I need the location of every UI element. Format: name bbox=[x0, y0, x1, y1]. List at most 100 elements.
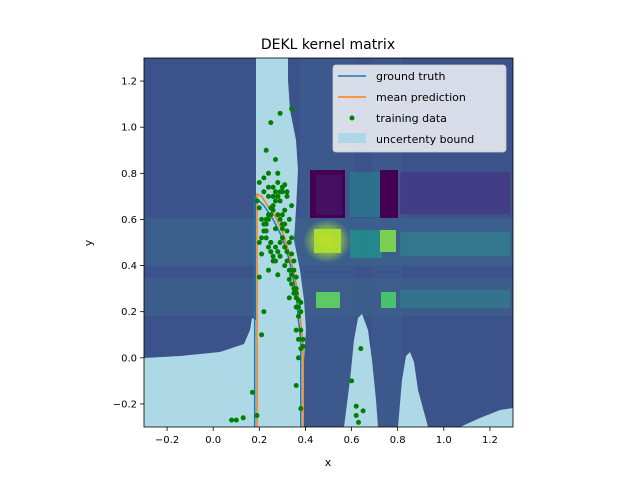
training-data-point bbox=[268, 249, 274, 255]
training-data-point bbox=[286, 240, 292, 245]
training-data-point bbox=[279, 235, 285, 241]
training-data-point bbox=[293, 327, 299, 333]
training-data-point bbox=[277, 198, 283, 204]
x-axis-label: x bbox=[325, 456, 332, 469]
x-tick-label: −0.2 bbox=[155, 435, 179, 446]
training-data-point bbox=[289, 106, 295, 112]
training-data-point bbox=[298, 300, 304, 305]
heatmap-cell-mid1 bbox=[380, 230, 396, 252]
training-data-point bbox=[277, 253, 283, 259]
training-data-point bbox=[229, 417, 235, 423]
training-data-point bbox=[249, 389, 255, 395]
training-data-point bbox=[263, 147, 269, 153]
x-tick-label: 0.4 bbox=[297, 435, 313, 446]
legend-box bbox=[332, 64, 507, 153]
training-data-point bbox=[284, 228, 290, 234]
chart-title: DEKL kernel matrix bbox=[261, 37, 395, 53]
training-data-point bbox=[284, 258, 290, 264]
x-tick-label: 0.6 bbox=[344, 435, 360, 446]
heatmap-cell-teal bbox=[316, 175, 342, 215]
training-data-point bbox=[259, 332, 265, 338]
training-data-point bbox=[279, 226, 285, 232]
training-data-point bbox=[240, 415, 246, 421]
legend-training-data-swatch bbox=[349, 115, 355, 121]
heatmap-teal-mid bbox=[350, 172, 380, 217]
training-data-point bbox=[298, 309, 304, 315]
heatmap-cell-mid3 bbox=[381, 292, 396, 308]
training-data-point bbox=[296, 336, 301, 342]
training-data-point bbox=[256, 240, 262, 245]
legend-mean-prediction-label: mean prediction bbox=[376, 91, 466, 104]
x-tick-label: 1.2 bbox=[482, 435, 498, 446]
training-data-point bbox=[289, 272, 295, 278]
training-data-point bbox=[256, 180, 262, 185]
legend-uncertainty-label: uncertenty bound bbox=[376, 133, 474, 146]
training-data-point bbox=[282, 207, 288, 213]
training-data-point bbox=[284, 249, 290, 255]
training-data-point bbox=[353, 403, 359, 409]
legend-ground-truth-label: ground truth bbox=[376, 70, 446, 83]
training-data-point bbox=[275, 212, 281, 218]
training-data-point bbox=[296, 313, 301, 319]
training-data-point bbox=[291, 258, 297, 264]
training-data-point bbox=[293, 304, 299, 310]
training-data-point bbox=[298, 406, 304, 412]
training-data-point bbox=[275, 249, 281, 255]
training-data-point bbox=[268, 212, 274, 218]
training-data-point bbox=[289, 251, 295, 257]
uncertainty-band-left bbox=[144, 318, 256, 427]
heatmap-cell-mid2 bbox=[316, 292, 340, 308]
y-tick-label: 0.4 bbox=[121, 261, 137, 272]
training-data-point bbox=[256, 205, 262, 211]
training-data-point bbox=[356, 419, 361, 425]
y-tick-label: 0.0 bbox=[121, 353, 137, 364]
training-data-point bbox=[266, 244, 271, 250]
training-data-point bbox=[286, 295, 292, 301]
training-data-point bbox=[261, 221, 267, 227]
training-data-point bbox=[273, 198, 278, 204]
training-data-point bbox=[349, 378, 355, 384]
training-data-point bbox=[293, 383, 299, 388]
y-tick-label: 1.0 bbox=[121, 123, 137, 134]
uncertainty-right bbox=[460, 408, 513, 427]
heatmap-teal-mid4 bbox=[400, 290, 510, 308]
training-data-point bbox=[259, 216, 265, 222]
uncertainty-spike-2 bbox=[398, 352, 428, 427]
x-tick-label: 0.0 bbox=[205, 435, 221, 446]
training-data-point bbox=[293, 295, 299, 301]
training-data-point bbox=[266, 193, 271, 199]
training-data-point bbox=[275, 193, 281, 199]
uncertainty-spike-1 bbox=[344, 314, 378, 427]
training-data-point bbox=[286, 276, 292, 282]
training-data-point bbox=[277, 240, 283, 245]
training-data-point bbox=[273, 189, 278, 195]
training-data-point bbox=[270, 207, 276, 213]
training-data-point bbox=[259, 251, 265, 257]
training-data-point bbox=[268, 240, 274, 245]
training-data-point bbox=[353, 413, 359, 418]
legend-training-data-label: training data bbox=[376, 112, 447, 125]
training-data-point bbox=[279, 189, 285, 195]
training-data-point bbox=[293, 290, 299, 296]
training-data-point bbox=[275, 180, 281, 185]
x-axis-ticks: −0.2 0.0 0.2 0.4 0.6 0.8 1.0 1.2 bbox=[155, 427, 498, 446]
training-data-point bbox=[284, 189, 290, 195]
training-data-point bbox=[270, 258, 276, 264]
training-data-point bbox=[266, 216, 271, 222]
heatmap-dark-top2 bbox=[380, 170, 398, 218]
training-data-point bbox=[261, 189, 267, 195]
training-data-point bbox=[270, 253, 276, 259]
training-data-point bbox=[273, 226, 278, 232]
training-data-point bbox=[259, 235, 265, 241]
training-data-point bbox=[263, 235, 269, 241]
training-data-point bbox=[298, 346, 304, 352]
training-data-point bbox=[263, 228, 269, 234]
x-tick-label: 0.2 bbox=[251, 435, 267, 446]
training-data-point bbox=[273, 157, 278, 162]
training-data-point bbox=[254, 198, 260, 204]
training-data-point bbox=[268, 120, 274, 126]
training-data-point bbox=[270, 193, 276, 199]
axes-frame bbox=[143, 57, 514, 428]
training-data-point bbox=[289, 235, 295, 241]
training-data-points bbox=[229, 106, 366, 425]
